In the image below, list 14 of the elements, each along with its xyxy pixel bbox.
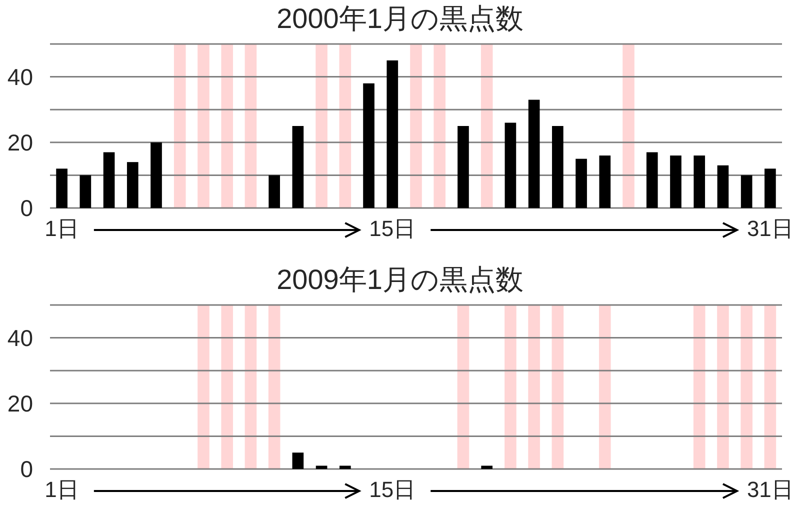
chart-title: 2000年1月の黒点数 <box>276 3 524 34</box>
y-tick-label: 0 <box>20 456 33 482</box>
x-tick-label: 31日 <box>746 216 794 241</box>
x-tick-label: 31日 <box>746 477 794 502</box>
x-tick-label: 1日 <box>44 216 79 241</box>
y-tick-label: 40 <box>7 64 33 90</box>
x-tick-label: 15日 <box>369 477 416 502</box>
chart-title: 2009年1月の黒点数 <box>276 264 524 295</box>
x-tick-label: 1日 <box>44 477 79 502</box>
y-tick-label: 20 <box>7 390 33 416</box>
x-tick-label: 15日 <box>369 216 416 241</box>
y-tick-label: 20 <box>7 129 33 156</box>
y-tick-label: 40 <box>7 324 33 351</box>
y-tick-label: 0 <box>20 195 33 221</box>
